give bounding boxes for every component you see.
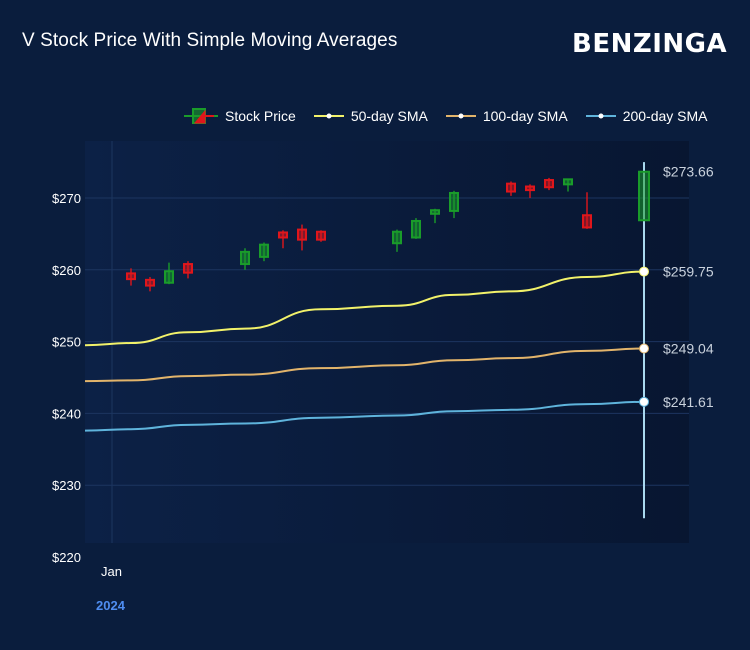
- candle-up: [392, 229, 402, 252]
- candle-body: [430, 209, 440, 215]
- candle-body: [411, 219, 421, 239]
- y-tick-label: $260: [52, 263, 81, 278]
- candle-body: [449, 191, 459, 212]
- candle-body: [145, 278, 155, 287]
- chart-legend: Stock Price 50-day SMA 100-day SMA 200-d…: [184, 106, 726, 126]
- candle-up: [164, 262, 174, 285]
- candle-down: [582, 192, 592, 229]
- candle-body: [183, 263, 193, 274]
- candle-body: [164, 270, 174, 284]
- candle-down: [316, 230, 326, 242]
- candle-body: [297, 228, 307, 241]
- candlesticks: [126, 162, 650, 519]
- end-value-label: $259.75: [663, 264, 714, 280]
- y-tick-label: $240: [52, 406, 81, 421]
- y-tick-label: $230: [52, 478, 81, 493]
- candle-up: [449, 190, 459, 219]
- candle-body: [563, 178, 573, 186]
- y-tick-label: $250: [52, 335, 81, 350]
- legend-item-100-day-sma[interactable]: 100-day SMA: [445, 108, 568, 124]
- legend-label-100-day-sma: 100-day SMA: [482, 108, 568, 124]
- candle-up: [411, 218, 421, 239]
- chart-title: V Stock Price With Simple Moving Average…: [22, 30, 398, 51]
- legend-label-stock-price: Stock Price: [225, 108, 296, 124]
- sma-100-line: [84, 347, 645, 383]
- candle-body: [525, 185, 535, 192]
- legend-label-50-day-sma: 50-day SMA: [350, 108, 428, 124]
- candle-body: [506, 182, 516, 193]
- candle-body: [544, 179, 554, 189]
- y-axis-tick-labels: $220 $230 $240 $250 $260 $270: [52, 191, 81, 565]
- legend-item-stock-price[interactable]: Stock Price: [184, 107, 296, 125]
- candle-up: [240, 248, 250, 270]
- candle-body: [259, 243, 269, 258]
- candle-body: [582, 214, 592, 229]
- candle-body: [240, 250, 250, 266]
- legend-item-200-day-sma[interactable]: 200-day SMA: [585, 108, 708, 124]
- candlestick-icon: [184, 108, 218, 124]
- candle-body: [316, 230, 326, 241]
- end-value-label: $241.61: [663, 394, 714, 410]
- candle-body: [392, 230, 402, 245]
- line-marker-icon: [313, 113, 344, 119]
- candle-body: [638, 170, 650, 222]
- end-value-label: $249.04: [663, 340, 714, 356]
- x-tick-label: Jan: [101, 564, 122, 579]
- sma-end-marker: [639, 343, 649, 354]
- sma-end-marker: [639, 396, 649, 407]
- candle-down: [297, 224, 307, 251]
- line-marker-icon: [585, 113, 616, 119]
- candle-body: [278, 231, 288, 239]
- candle-body: [126, 272, 136, 281]
- candle-up: [563, 178, 573, 192]
- candle-up: [259, 242, 269, 262]
- benzinga-logo: BENZINGA: [572, 29, 728, 59]
- candle-down: [126, 268, 136, 286]
- y-tick-label: $270: [52, 191, 81, 206]
- candle-down: [183, 261, 193, 279]
- x-axis-tick-labels: Jan: [101, 564, 122, 579]
- end-markers: [639, 266, 649, 407]
- sma-end-marker: [639, 266, 649, 277]
- sma-50-line: [84, 270, 645, 347]
- line-marker-icon: [445, 113, 476, 119]
- sma-200-line: [84, 400, 645, 432]
- legend-item-50-day-sma[interactable]: 50-day SMA: [313, 108, 428, 124]
- candle-down: [525, 184, 535, 198]
- candle-up: [638, 162, 650, 519]
- candle-down: [278, 230, 288, 249]
- candle-down: [145, 276, 155, 292]
- y-tick-label: $220: [52, 550, 81, 565]
- legend-label-200-day-sma: 200-day SMA: [622, 108, 708, 124]
- end-value-label: $273.66: [663, 164, 714, 180]
- sma-lines: [84, 270, 645, 432]
- candle-up: [430, 208, 440, 224]
- end-value-labels: $273.66 $259.75 $249.04 $241.61: [663, 164, 714, 410]
- year-label: 2024: [96, 598, 125, 613]
- candle-down: [506, 181, 516, 196]
- candle-down: [544, 177, 554, 191]
